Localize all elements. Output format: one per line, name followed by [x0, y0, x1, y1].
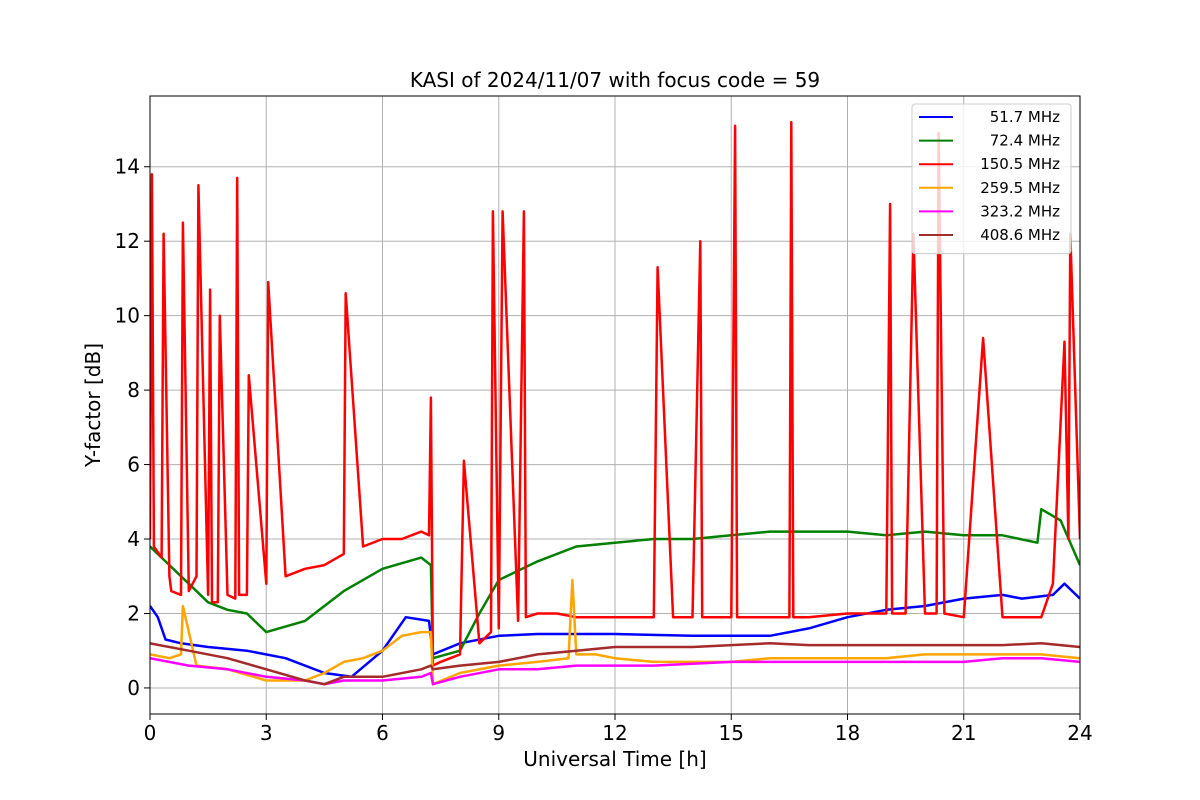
y-tick-label: 14 [115, 155, 140, 179]
x-axis-label: Universal Time [h] [523, 747, 706, 771]
x-tick-label: 18 [835, 721, 860, 745]
series-lines [150, 120, 1080, 686]
y-tick-label: 0 [127, 676, 140, 700]
y-tick-label: 2 [127, 601, 140, 625]
series-line-2 [150, 507, 1080, 660]
legend-label: 259.5 MHz [980, 179, 1060, 197]
legend-label: 72.4 MHz [990, 132, 1060, 150]
y-tick-label: 12 [115, 229, 140, 253]
x-tick-label: 21 [951, 721, 976, 745]
series-line-3 [150, 120, 1080, 667]
chart-title: KASI of 2024/11/07 with focus code = 59 [410, 68, 820, 92]
y-tick-label: 8 [127, 378, 140, 402]
y-axis-label: Y-factor [dB] [81, 343, 105, 468]
legend-label: 323.2 MHz [980, 202, 1060, 220]
x-tick-label: 15 [719, 721, 744, 745]
x-tick-label: 12 [602, 721, 627, 745]
x-tick-label: 6 [376, 721, 389, 745]
y-tick-label: 10 [115, 304, 140, 328]
x-tick-label: 0 [144, 721, 157, 745]
y-tick-label: 6 [127, 453, 140, 477]
x-tick-label: 9 [492, 721, 505, 745]
y-tick-label: 4 [127, 527, 140, 551]
series-line-6 [150, 642, 1080, 686]
series-line-4 [150, 578, 1080, 686]
x-tick-label: 3 [260, 721, 273, 745]
legend-label: 408.6 MHz [980, 226, 1060, 244]
series-line-1 [150, 582, 1080, 679]
legend-label: 51.7 MHz [990, 108, 1060, 126]
legend: 51.7 MHz 72.4 MHz 150.5 MHz 259.5 MHz 323.2 … [911, 103, 1072, 255]
x-tick-label: 24 [1067, 721, 1092, 745]
legend-label: 150.5 MHz [980, 155, 1060, 173]
